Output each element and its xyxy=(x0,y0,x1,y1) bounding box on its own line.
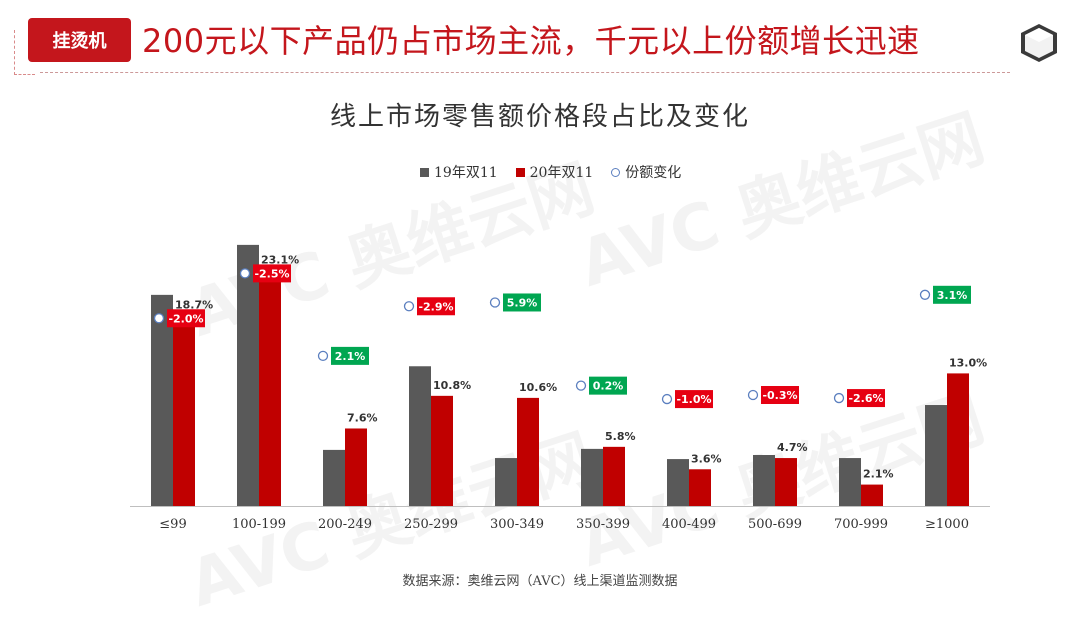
legend-item-change: 份额变化 xyxy=(611,162,681,182)
legend-label-change: 份额变化 xyxy=(625,165,682,181)
change-badge-4 xyxy=(503,293,541,312)
change-marker-0 xyxy=(153,313,165,324)
category-tag: 挂烫机 xyxy=(28,18,131,62)
bar-19-1 xyxy=(237,244,259,506)
change-badge-9 xyxy=(933,285,971,304)
bar-19-7 xyxy=(753,455,775,506)
data-label-20-2: 7.6% xyxy=(347,411,378,424)
change-badge-5 xyxy=(589,376,627,395)
change-label-2: 2.1% xyxy=(335,350,366,363)
bar-20-1 xyxy=(259,270,281,506)
legend-circle-icon xyxy=(611,167,621,177)
legend-label-20: 20年双11 xyxy=(529,165,594,181)
change-label-7: -0.3% xyxy=(762,389,797,402)
bar-chart: 18.7% ≤99 -2.0% 23.1% 100-199 -2.5% 7.6% 200-24… xyxy=(130,244,990,532)
data-label-20-7: 4.7% xyxy=(777,441,808,454)
legend-item-20: 20年双11 xyxy=(515,162,594,182)
change-marker-6 xyxy=(661,393,673,405)
change-badge-7 xyxy=(761,386,799,404)
change-marker-5 xyxy=(575,380,587,391)
data-label-20-6: 3.6% xyxy=(691,452,722,465)
change-badge-2 xyxy=(331,346,369,365)
change-marker-3 xyxy=(403,301,415,312)
x-tick-label-9: ≥1000 xyxy=(925,517,969,532)
x-tick-label-6: 400-499 xyxy=(662,517,716,532)
legend-item-19: 19年双11 xyxy=(420,162,498,182)
x-tick-label-3: 250-299 xyxy=(404,517,458,532)
data-label-20-8: 2.1% xyxy=(863,468,894,481)
change-badge-0 xyxy=(167,309,205,328)
data-label-20-3: 10.8% xyxy=(433,379,471,392)
tag-frame-decoration xyxy=(14,30,35,75)
bar-20-0 xyxy=(173,315,195,506)
change-marker-1 xyxy=(239,268,251,279)
legend-label-19: 19年双11 xyxy=(434,165,498,181)
bar-19-5 xyxy=(581,448,603,506)
change-label-5: 0.2% xyxy=(593,380,624,393)
bar-19-8 xyxy=(839,458,861,506)
chart-legend: 19年双11 20年双11 份额变化 xyxy=(420,162,681,182)
data-label-20-1: 23.1% xyxy=(261,253,299,266)
bar-19-3 xyxy=(409,366,431,506)
bar-20-4 xyxy=(517,397,539,506)
bar-19-9 xyxy=(925,405,947,506)
legend-swatch-20 xyxy=(515,167,525,177)
bar-20-3 xyxy=(431,395,453,506)
x-tick-label-8: 700-999 xyxy=(834,517,888,532)
x-tick-label-0: ≤99 xyxy=(159,517,186,532)
data-label-20-5: 5.8% xyxy=(605,430,636,443)
data-source-note: 数据来源：奥维云网（AVC）线上渠道监测数据 xyxy=(402,574,678,589)
change-label-6: -1.0% xyxy=(676,393,711,406)
bar-20-5 xyxy=(603,446,625,506)
x-tick-label-2: 200-249 xyxy=(318,517,372,532)
x-tick-label-5: 350-399 xyxy=(576,517,630,532)
header-divider xyxy=(40,72,1010,73)
x-tick-label-4: 300-349 xyxy=(490,517,544,532)
change-marker-4 xyxy=(489,297,501,308)
bar-20-8 xyxy=(861,484,883,506)
chart-title: 线上市场零售额价格段占比及变化 xyxy=(329,102,750,132)
legend-swatch-19 xyxy=(420,167,429,177)
bar-19-2 xyxy=(323,449,345,506)
change-label-1: -2.5% xyxy=(254,267,289,280)
change-badge-6 xyxy=(675,390,713,409)
x-tick-label-1: 100-199 xyxy=(232,517,286,532)
hexagon-logo-icon xyxy=(1021,24,1057,62)
data-label-20-0: 18.7% xyxy=(175,298,213,311)
change-label-4: 5.9% xyxy=(507,296,538,309)
data-label-20-4: 10.6% xyxy=(519,381,557,394)
x-tick-label-7: 500-699 xyxy=(748,517,802,532)
bar-20-7 xyxy=(775,458,797,506)
bar-19-6 xyxy=(667,459,689,506)
change-badge-8 xyxy=(847,389,885,408)
bar-20-9 xyxy=(947,373,969,506)
change-marker-2 xyxy=(317,350,329,362)
bar-19-4 xyxy=(495,458,517,506)
bar-20-6 xyxy=(689,469,711,506)
change-label-9: 3.1% xyxy=(937,289,968,302)
change-marker-8 xyxy=(833,392,845,404)
bar-20-2 xyxy=(345,428,367,506)
change-badge-1 xyxy=(253,264,291,283)
change-marker-7 xyxy=(747,389,759,401)
change-badge-3 xyxy=(417,297,455,316)
data-label-20-9: 13.0% xyxy=(949,356,987,369)
bar-19-0 xyxy=(151,294,173,506)
change-label-0: -2.0% xyxy=(168,312,203,325)
change-label-3: -2.9% xyxy=(418,300,453,313)
page-headline: 200元以下产品仍占市场主流，千元以上份额增长迅速 xyxy=(142,22,920,60)
change-marker-9 xyxy=(919,289,931,300)
change-label-8: -2.6% xyxy=(848,392,883,405)
